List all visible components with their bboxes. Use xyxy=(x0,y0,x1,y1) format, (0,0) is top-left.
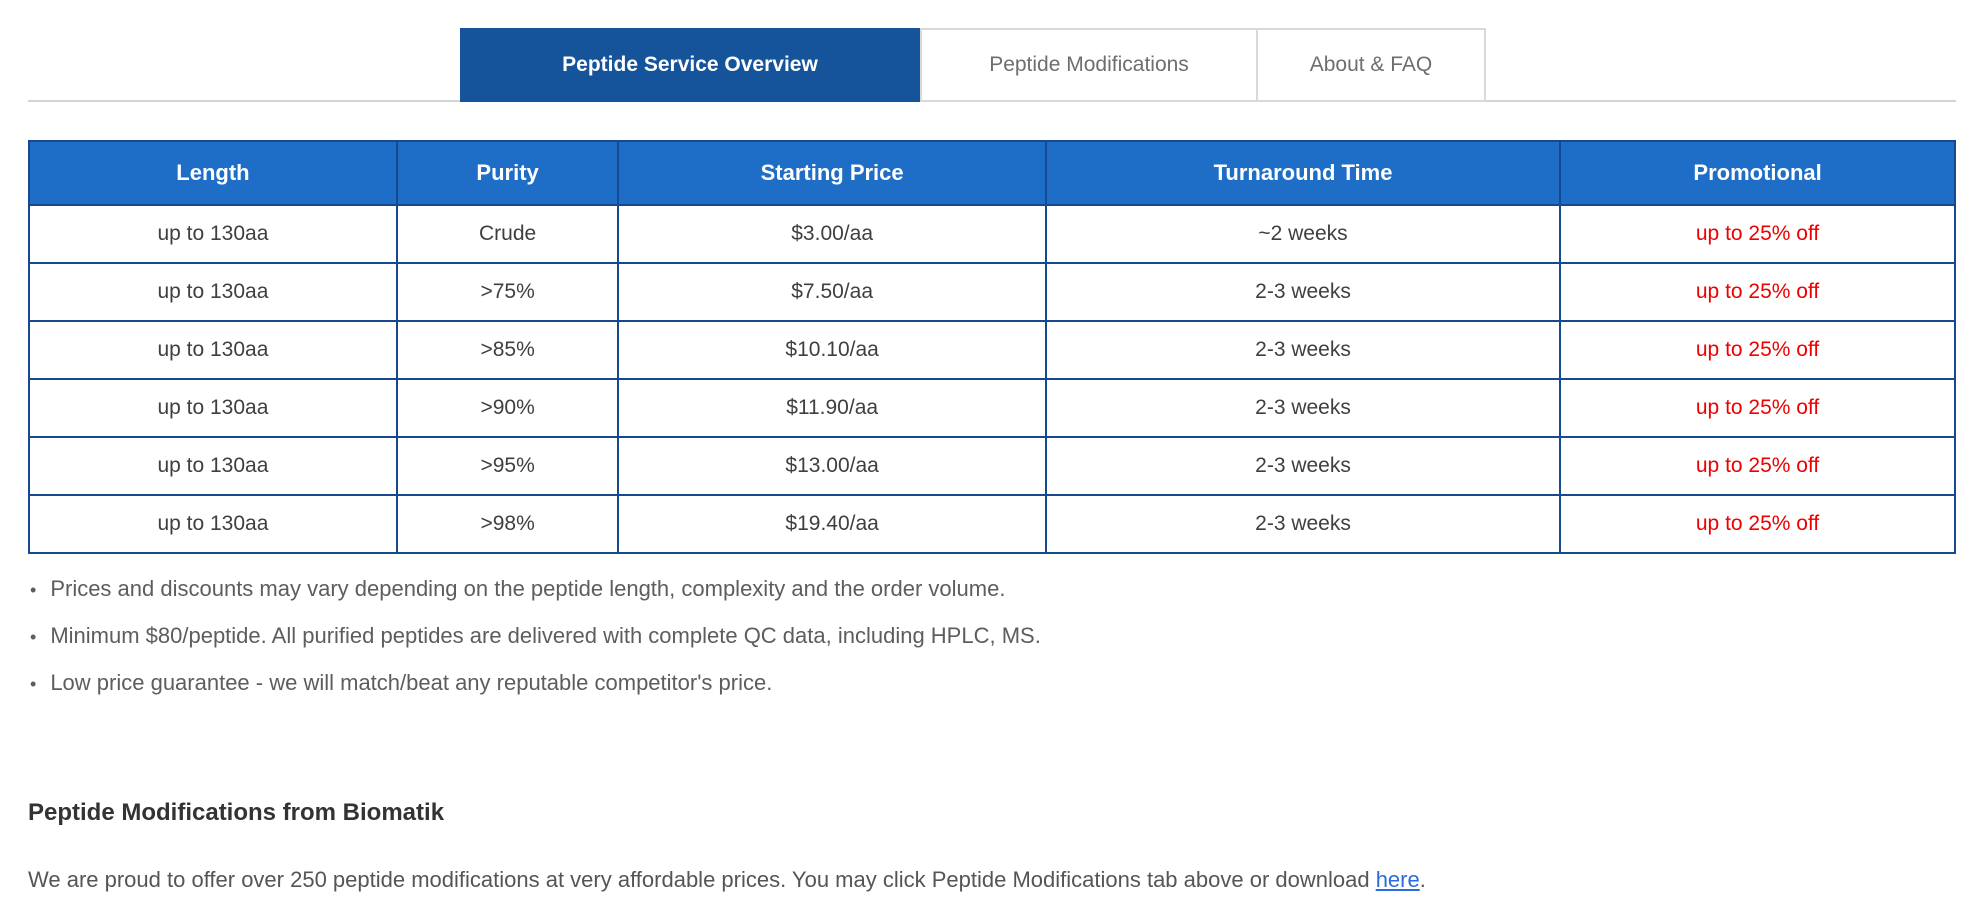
table-row: up to 130aa >98% $19.40/aa 2-3 weeks up to 2… xyxy=(28,494,1956,554)
header-row: Length Purity Starting Price Turnaround … xyxy=(28,140,1956,206)
table-cell: $13.00/aa xyxy=(617,436,1047,496)
page: Peptide Service Overview Peptide Modific… xyxy=(28,0,1956,895)
note-item: • Minimum $80/peptide. All purified pept… xyxy=(28,613,1956,660)
promo-cell: up to 25% off xyxy=(1559,262,1956,322)
promo-cell: up to 25% off xyxy=(1559,494,1956,554)
bullet-icon: • xyxy=(30,674,37,694)
table-cell: >75% xyxy=(395,262,620,322)
table-cell: up to 130aa xyxy=(28,378,398,438)
table-cell: $3.00/aa xyxy=(617,204,1047,264)
table-cell: up to 130aa xyxy=(28,262,398,322)
tab-about-faq[interactable]: About & FAQ xyxy=(1258,28,1486,102)
table-cell: $11.90/aa xyxy=(617,378,1047,438)
table-cell: up to 130aa xyxy=(28,320,398,380)
notes-list: • Prices and discounts may vary dependin… xyxy=(28,566,1956,707)
table-cell: >98% xyxy=(395,494,620,554)
table-cell: up to 130aa xyxy=(28,436,398,496)
header-promotional: Promotional xyxy=(1559,140,1956,206)
note-text: Low price guarantee - we will match/beat… xyxy=(50,670,773,695)
download-here-link[interactable]: here xyxy=(1375,867,1420,892)
pricing-table-body: up to 130aa Crude $3.00/aa ~2 weeks up to 25… xyxy=(28,204,1956,554)
paragraph-text-before-link: We are proud to offer over 250 peptide m… xyxy=(28,867,1376,892)
table-row: up to 130aa >75% $7.50/aa 2-3 weeks up to 25… xyxy=(28,262,1956,322)
table-cell: 2-3 weeks xyxy=(1044,262,1562,322)
section-paragraph: We are proud to offer over 250 peptide m… xyxy=(28,865,1956,895)
table-row: up to 130aa Crude $3.00/aa ~2 weeks up to 25… xyxy=(28,204,1956,264)
note-item: • Prices and discounts may vary dependin… xyxy=(28,566,1956,613)
section-heading: Peptide Modifications from Biomatik xyxy=(28,799,445,826)
promo-cell: up to 25% off xyxy=(1559,320,1956,380)
table-cell: 2-3 weeks xyxy=(1044,494,1562,554)
tab-list: Peptide Service Overview Peptide Modific… xyxy=(460,28,1486,102)
table-cell: 2-3 weeks xyxy=(1044,378,1562,438)
table-cell: $7.50/aa xyxy=(617,262,1047,322)
bullet-icon: • xyxy=(30,580,37,600)
tab-bar: Peptide Service Overview Peptide Modific… xyxy=(28,0,1956,102)
tab-peptide-modifications[interactable]: Peptide Modifications xyxy=(920,28,1258,102)
promo-cell: up to 25% off xyxy=(1559,378,1956,438)
note-text: Prices and discounts may vary depending … xyxy=(50,576,1006,601)
table-cell: $10.10/aa xyxy=(617,320,1047,380)
table-cell: 2-3 weeks xyxy=(1044,436,1562,496)
table-cell: >90% xyxy=(395,378,620,438)
table-cell: Crude xyxy=(395,204,620,264)
promo-cell: up to 25% off xyxy=(1559,204,1956,264)
header-purity: Purity xyxy=(395,140,620,206)
table-cell: ~2 weeks xyxy=(1044,204,1562,264)
promo-cell: up to 25% off xyxy=(1559,436,1956,496)
table-cell: 2-3 weeks xyxy=(1044,320,1562,380)
table-cell: >85% xyxy=(395,320,620,380)
table-row: up to 130aa >95% $13.00/aa 2-3 weeks up to 2… xyxy=(28,436,1956,496)
table-cell: >95% xyxy=(395,436,620,496)
bullet-icon: • xyxy=(30,627,37,647)
table-row: up to 130aa >85% $10.10/aa 2-3 weeks up to 2… xyxy=(28,320,1956,380)
header-turnaround-time: Turnaround Time xyxy=(1044,140,1562,206)
table-cell: up to 130aa xyxy=(28,494,398,554)
note-text: Minimum $80/peptide. All purified peptid… xyxy=(50,623,1041,648)
table-row: up to 130aa >90% $11.90/aa 2-3 weeks up to 2… xyxy=(28,378,1956,438)
paragraph-text-after-link: . xyxy=(1419,867,1426,892)
table-cell: $19.40/aa xyxy=(617,494,1047,554)
tab-peptide-service-overview[interactable]: Peptide Service Overview xyxy=(460,28,920,102)
header-starting-price: Starting Price xyxy=(617,140,1047,206)
table-cell: up to 130aa xyxy=(28,204,398,264)
pricing-table-head: Length Purity Starting Price Turnaround … xyxy=(28,140,1956,206)
pricing-table: Length Purity Starting Price Turnaround … xyxy=(28,140,1956,554)
header-length: Length xyxy=(28,140,398,206)
note-item: • Low price guarantee - we will match/be… xyxy=(28,660,1956,707)
